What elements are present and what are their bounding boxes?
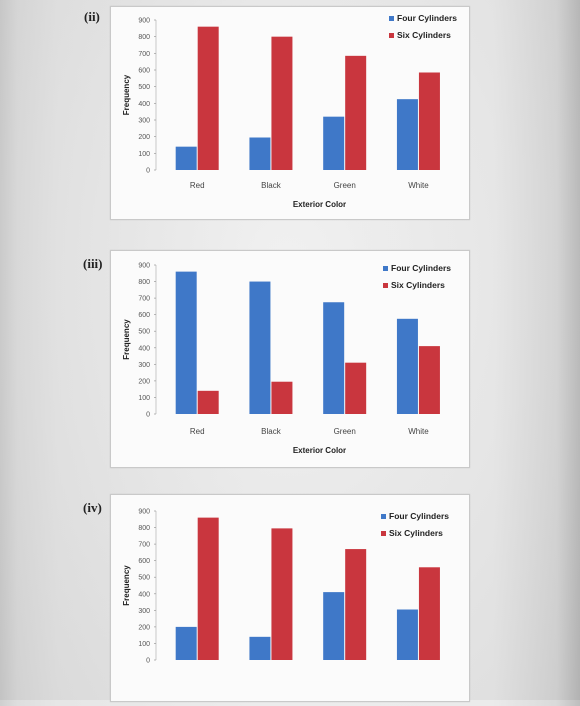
- y-tick-label: 600: [138, 558, 150, 565]
- x-category-label: Black: [261, 427, 282, 436]
- y-axis-label: Frequency: [122, 319, 131, 360]
- y-tick-label: 700: [138, 51, 150, 58]
- bar-six-cylinders: [345, 362, 367, 414]
- y-axis-label: Frequency: [122, 74, 131, 115]
- legend-swatch: [389, 16, 394, 21]
- bar-chart-ii: 0 100 200 300 400 500 600 700 800 900 Frequency Red…: [122, 13, 457, 209]
- y-tick-label: 200: [138, 624, 150, 631]
- bar-six-cylinders: [345, 549, 367, 660]
- y-tick-label: 800: [138, 34, 150, 41]
- legend-swatch: [383, 283, 388, 288]
- chart-panel-iii: 0 100 200 300 400 500 600 700 800 900 Frequency Red…: [110, 250, 470, 468]
- y-tick-label: 400: [138, 345, 150, 352]
- legend-label: Six Cylinders: [397, 30, 451, 40]
- y-tick-label: 300: [138, 362, 150, 369]
- y-tick-label: 0: [146, 168, 150, 175]
- bar-chart-iii: 0 100 200 300 400 500 600 700 800 900 Frequency Red…: [122, 263, 451, 456]
- x-category-label: Green: [334, 427, 356, 436]
- bar-six-cylinders: [197, 517, 219, 660]
- bar-four-cylinders: [396, 99, 418, 170]
- y-tick-label: 400: [138, 101, 150, 108]
- bar-chart-iv: 0 100 200 300 400 500 600 700 800 900 Frequency Fou…: [122, 509, 449, 665]
- x-category-label: Red: [190, 181, 205, 190]
- legend-label: Four Cylinders: [397, 13, 457, 23]
- y-tick-label: 900: [138, 18, 150, 25]
- bar-six-cylinders: [418, 567, 440, 660]
- y-tick-label: 0: [146, 412, 150, 419]
- x-category-label: Black: [261, 181, 282, 190]
- bar-four-cylinders: [323, 592, 345, 660]
- bar-four-cylinders: [323, 116, 345, 170]
- y-tick-label: 500: [138, 575, 150, 582]
- part-label-ii: (ii): [84, 9, 100, 24]
- bar-four-cylinders: [396, 318, 418, 414]
- bar-four-cylinders: [249, 137, 271, 170]
- y-tick-label: 100: [138, 151, 150, 158]
- x-category-label: Red: [190, 427, 205, 436]
- bar-four-cylinders: [396, 609, 418, 660]
- bar-six-cylinders: [345, 55, 367, 171]
- bar-four-cylinders: [175, 271, 197, 414]
- part-label-iii: (iii): [83, 256, 103, 271]
- bar-four-cylinders: [175, 146, 197, 170]
- y-tick-label: 0: [146, 658, 150, 665]
- y-tick-label: 600: [138, 68, 150, 75]
- bar-six-cylinders: [197, 390, 219, 414]
- y-tick-label: 500: [138, 84, 150, 91]
- legend-swatch: [383, 266, 388, 271]
- y-tick-label: 700: [138, 296, 150, 303]
- chart-panel-ii: 0 100 200 300 400 500 600 700 800 900 Frequency Red…: [110, 6, 470, 220]
- bar-six-cylinders: [418, 346, 440, 414]
- y-tick-label: 100: [138, 395, 150, 402]
- bar-six-cylinders: [271, 36, 293, 171]
- x-axis-label: Exterior Color: [293, 200, 346, 209]
- y-tick-label: 200: [138, 378, 150, 385]
- bar-four-cylinders: [175, 626, 197, 660]
- y-tick-label: 300: [138, 118, 150, 125]
- y-tick-label: 100: [138, 641, 150, 648]
- x-category-label: White: [408, 181, 429, 190]
- y-tick-label: 300: [138, 608, 150, 615]
- bar-six-cylinders: [271, 528, 293, 660]
- chart-panel-iv: 0 100 200 300 400 500 600 700 800 900 Frequency Fou…: [110, 494, 470, 702]
- y-tick-label: 800: [138, 279, 150, 286]
- bar-four-cylinders: [323, 302, 345, 414]
- x-category-label: Green: [334, 181, 356, 190]
- y-tick-label: 200: [138, 134, 150, 141]
- x-axis-label: Exterior Color: [293, 446, 346, 455]
- legend-swatch: [381, 514, 386, 519]
- bar-four-cylinders: [249, 636, 271, 660]
- part-label-iv: (iv): [83, 500, 102, 515]
- legend-label: Four Cylinders: [391, 263, 451, 273]
- bar-six-cylinders: [271, 381, 293, 414]
- y-tick-label: 700: [138, 542, 150, 549]
- y-tick-label: 600: [138, 312, 150, 319]
- y-tick-label: 900: [138, 509, 150, 516]
- bar-four-cylinders: [249, 281, 271, 414]
- bar-six-cylinders: [197, 26, 219, 170]
- legend-label: Six Cylinders: [389, 528, 443, 538]
- y-tick-label: 900: [138, 263, 150, 270]
- y-axis-label: Frequency: [122, 565, 131, 606]
- legend-swatch: [381, 531, 386, 536]
- x-category-label: White: [408, 427, 429, 436]
- y-tick-label: 400: [138, 591, 150, 598]
- legend-label: Six Cylinders: [391, 280, 445, 290]
- legend-swatch: [389, 33, 394, 38]
- y-tick-label: 800: [138, 525, 150, 532]
- y-tick-label: 500: [138, 329, 150, 336]
- bar-six-cylinders: [418, 72, 440, 170]
- legend-label: Four Cylinders: [389, 511, 449, 521]
